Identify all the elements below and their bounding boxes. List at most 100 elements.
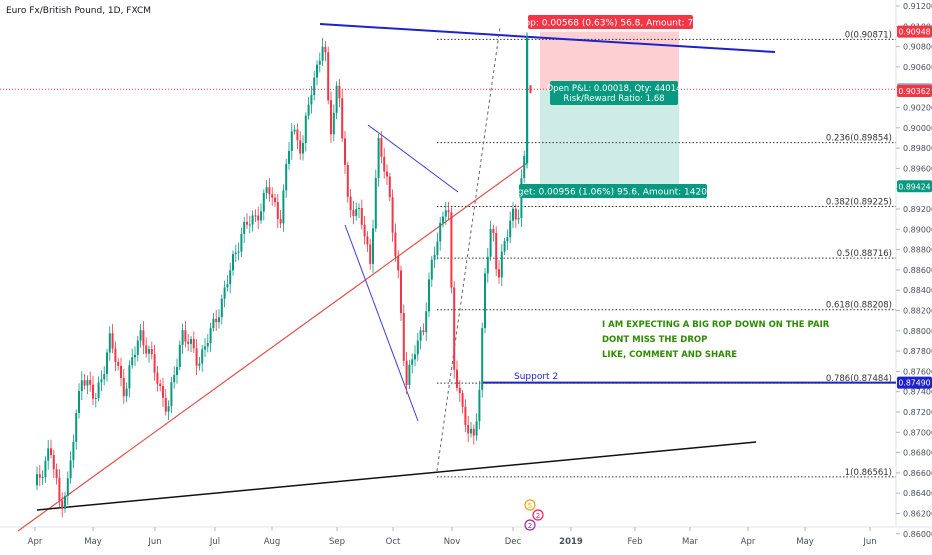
candle-body (212, 318, 215, 329)
support-label[interactable]: Support 2 (514, 372, 558, 382)
candle-body (282, 190, 285, 224)
fib-level-label: 0.236(0.89854) (826, 134, 892, 144)
candle-body (386, 171, 388, 177)
annotation-line-3[interactable]: LIKE, COMMENT AND SHARE (602, 350, 737, 360)
fib-level-label: 0.786(0.87484) (826, 374, 892, 384)
time-axis[interactable]: Apr May Jun Jul Aug Sep Oct Nov Dec 2019 Feb Mar Apr… (28, 527, 877, 547)
candle-body (209, 328, 212, 343)
candle-body (58, 478, 61, 501)
candle-body (506, 237, 509, 242)
candle-body (38, 474, 41, 478)
candle-body (302, 142, 304, 154)
candle-body (122, 377, 125, 397)
candle-body (408, 364, 411, 385)
candle-body (145, 345, 148, 354)
target-zone[interactable] (540, 89, 679, 187)
event-markers[interactable]: 522 (524, 499, 544, 531)
stop-label-box (528, 15, 693, 29)
candle-body (453, 287, 456, 370)
candle-body (251, 215, 254, 225)
trend-lines[interactable] (17, 23, 896, 532)
position-labels[interactable]: Stop: 0.00568 (0.63%) 56.8, Amount: 750 … (504, 15, 722, 382)
candle-body (229, 270, 232, 285)
chart-title: Euro Fx/British Pound, 1D, FXCM (6, 6, 151, 16)
annotation-line-2[interactable]: DONT MISS THE DROP (602, 335, 707, 345)
candle-body (192, 338, 195, 349)
candle-body (254, 215, 257, 217)
candle-body (341, 98, 344, 139)
candle-body (83, 380, 86, 386)
time-tick-label: May (84, 537, 102, 547)
fib-level-label: 0.382(0.89225) (826, 197, 892, 207)
candle-body (72, 441, 75, 461)
event-marker[interactable] (532, 509, 544, 521)
candle-body (114, 348, 117, 362)
candle-body (503, 241, 506, 252)
candle-body (475, 421, 478, 436)
candle-body (310, 95, 313, 105)
candle-body (75, 413, 78, 442)
candle-body (436, 241, 439, 255)
blue-resistance-line[interactable] (319, 23, 776, 53)
candle-body (416, 340, 419, 355)
candle-body (156, 372, 159, 384)
target-label-box (519, 184, 707, 198)
candle-body (125, 388, 128, 397)
price-badge-label: 0.90362 (898, 87, 930, 96)
candle-body (78, 391, 80, 414)
candle-body (489, 229, 492, 257)
candle-body (394, 232, 397, 257)
candle-body (344, 138, 346, 165)
event-marker[interactable] (524, 499, 536, 511)
candle-body (478, 389, 481, 422)
red-trend-line[interactable] (17, 162, 528, 532)
candle-body (369, 244, 372, 264)
fib-diagonal-line[interactable] (436, 26, 501, 472)
candle-body (520, 178, 523, 218)
stop-label: Stop: 0.00568 (0.63%) 56.8, Amount: 750 (515, 19, 704, 29)
candle-body (360, 208, 363, 225)
candle-body (136, 340, 139, 355)
candle-body (321, 46, 324, 61)
black-support-trend-line[interactable] (36, 441, 757, 511)
stop-zone[interactable] (540, 31, 679, 90)
fib-level-label: 0(0.90871) (845, 30, 892, 40)
candle-body (444, 210, 447, 217)
wedge-lower-line[interactable] (344, 224, 419, 422)
annotation-line-1[interactable]: I AM EXPECTING A BIG ROP DOWN ON THE PAI… (602, 320, 830, 330)
candle-body (195, 348, 198, 366)
candle-body (190, 338, 192, 344)
candle-body (358, 208, 360, 210)
candle-body (526, 36, 529, 164)
candle-body (472, 428, 475, 436)
position-zone[interactable] (0, 31, 896, 187)
candle-body (509, 220, 512, 238)
candle-body (335, 85, 338, 113)
price-badge (897, 25, 932, 38)
pnl-label: Open P&L: 0.00018, Qty: 44014 (546, 84, 681, 94)
time-tick-label: Jun (147, 537, 161, 547)
fibonacci-retracement[interactable]: 0(0.90871) 0.236(0.89854) 0.382(0.89225) 0.… (437, 30, 896, 478)
candle-body (260, 211, 262, 221)
candle-body (86, 380, 89, 386)
candle-body (47, 448, 50, 461)
candle-body (402, 313, 405, 361)
candle-body (206, 342, 209, 347)
wedge-upper-line[interactable] (367, 124, 459, 193)
candle-body (159, 383, 162, 387)
candle-body (274, 197, 276, 203)
event-marker[interactable] (524, 519, 536, 531)
text-annotations[interactable]: I AM EXPECTING A BIG ROP DOWN ON THE PAI… (602, 320, 830, 360)
candle-body (467, 424, 470, 434)
candle-body (529, 85, 532, 94)
candle-body (512, 208, 514, 221)
candle-body (131, 357, 134, 366)
candle-body (288, 150, 290, 164)
candle-body (201, 349, 204, 364)
candle-body (313, 77, 316, 96)
